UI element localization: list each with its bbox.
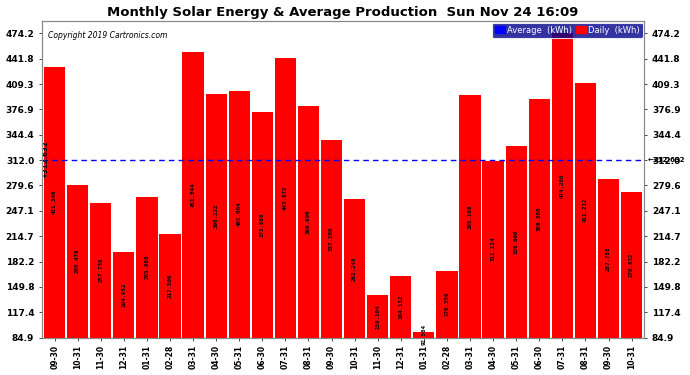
Bar [90, 202, 111, 338]
Bar [367, 295, 388, 338]
Bar [321, 141, 342, 338]
Bar [506, 146, 526, 338]
Bar [206, 94, 227, 338]
Text: 217.506: 217.506 [168, 273, 172, 298]
Text: 401.064: 401.064 [237, 202, 241, 226]
Text: 262.248: 262.248 [352, 256, 357, 280]
Text: ←312.632: ←312.632 [647, 157, 684, 163]
Bar [413, 332, 435, 338]
Text: 139.104: 139.104 [375, 304, 380, 328]
Text: 395.168: 395.168 [468, 204, 473, 229]
Text: 474.200: 474.200 [560, 173, 565, 198]
Text: 373.688: 373.688 [260, 213, 265, 237]
Text: 431.346: 431.346 [52, 190, 57, 214]
Legend: Average  (kWh), Daily  (kWh): Average (kWh), Daily (kWh) [492, 23, 642, 38]
Bar [598, 179, 619, 338]
Bar [575, 82, 596, 338]
Bar [436, 271, 457, 338]
Bar [482, 161, 504, 338]
Text: 396.232: 396.232 [214, 204, 219, 228]
Bar [252, 112, 273, 338]
Bar [298, 106, 319, 338]
Text: +312.632: +312.632 [42, 141, 48, 178]
Text: 287.788: 287.788 [606, 246, 611, 270]
Bar [552, 33, 573, 338]
Bar [275, 58, 296, 338]
Bar [529, 99, 550, 338]
Text: Copyright 2019 Cartronics.com: Copyright 2019 Cartronics.com [48, 31, 168, 40]
Bar [390, 276, 411, 338]
Text: 337.200: 337.200 [329, 227, 334, 251]
Text: 380.696: 380.696 [306, 210, 311, 234]
Text: 451.044: 451.044 [190, 182, 195, 207]
Text: 92.564: 92.564 [422, 324, 426, 345]
Text: 280.476: 280.476 [75, 249, 80, 273]
Text: 330.000: 330.000 [513, 230, 519, 254]
Bar [182, 51, 204, 338]
Text: 164.112: 164.112 [398, 294, 403, 319]
Title: Monthly Solar Energy & Average Production  Sun Nov 24 16:09: Monthly Solar Energy & Average Productio… [108, 6, 579, 18]
Text: 389.800: 389.800 [537, 206, 542, 231]
Bar [621, 192, 642, 338]
Text: 194.952: 194.952 [121, 282, 126, 307]
Text: 411.212: 411.212 [583, 198, 588, 222]
Text: 270.632: 270.632 [629, 253, 634, 277]
Text: 257.738: 257.738 [98, 258, 104, 282]
Text: 311.224: 311.224 [491, 237, 495, 261]
Bar [460, 95, 481, 338]
Bar [159, 234, 181, 338]
Text: 170.356: 170.356 [444, 292, 449, 316]
Bar [137, 197, 157, 338]
Bar [228, 91, 250, 338]
Bar [344, 199, 365, 338]
Bar [67, 185, 88, 338]
Bar [113, 252, 135, 338]
Text: 443.072: 443.072 [283, 185, 288, 210]
Bar [44, 67, 66, 338]
Text: 265.006: 265.006 [144, 255, 150, 279]
